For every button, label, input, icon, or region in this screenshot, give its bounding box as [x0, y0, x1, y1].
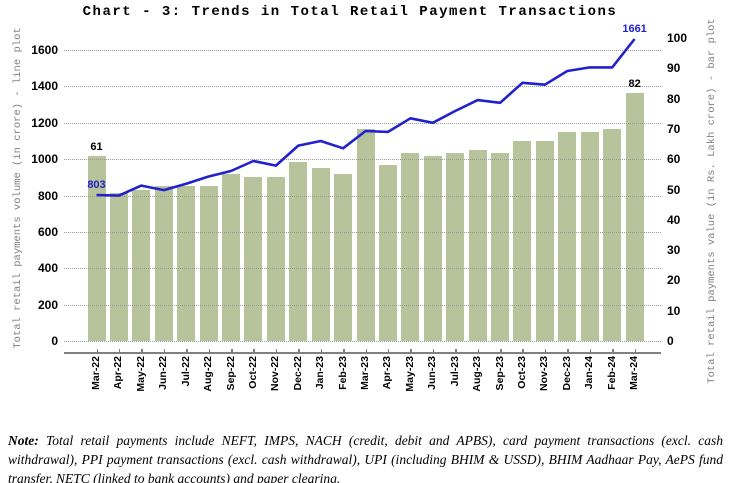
- x-axis-tick: [208, 349, 211, 354]
- left-axis-tick-label: 0: [51, 334, 58, 348]
- bar: [199, 186, 218, 341]
- left-axis-tick-label: 400: [37, 261, 58, 276]
- x-axis-tick: [186, 349, 188, 354]
- left-axis-tick-label: 1200: [31, 115, 58, 130]
- x-axis-tick: [410, 349, 412, 354]
- right-axis-tick-label: 10: [667, 303, 681, 318]
- bar: [244, 177, 263, 341]
- x-axis-tick: [141, 349, 143, 354]
- x-axis-tick: [231, 349, 233, 354]
- bar: [311, 168, 330, 341]
- left-axis-tick-label: 1000: [31, 152, 58, 167]
- x-axis-tick: [343, 349, 345, 354]
- x-axis-tick: [544, 349, 547, 354]
- x-axis-line: [64, 352, 661, 354]
- x-axis-tick: [118, 349, 121, 354]
- bar: [109, 192, 128, 341]
- left-axis-tick-label: 1400: [31, 79, 58, 94]
- bar: [446, 153, 465, 341]
- right-axis-tick-label: 80: [667, 91, 681, 106]
- bar: [401, 153, 420, 341]
- right-axis-tick-label: 20: [667, 273, 681, 288]
- bar: [87, 156, 106, 341]
- x-axis-tick: [589, 349, 592, 354]
- right-axis-tick-label: 60: [667, 152, 681, 167]
- left-axis-tick-label: 1600: [31, 43, 58, 58]
- gridline: [64, 86, 661, 88]
- x-axis-tick: [567, 349, 569, 354]
- gridline: [64, 341, 661, 342]
- bar: [222, 174, 241, 341]
- data-label: 82: [628, 77, 641, 90]
- gridline: [64, 195, 661, 197]
- data-label: 61: [90, 141, 103, 154]
- footnote: Note: Total retail payments include NEFT…: [8, 431, 723, 483]
- bar: [491, 153, 510, 341]
- bar: [177, 186, 196, 341]
- x-axis-tick: [96, 349, 98, 354]
- bar: [132, 189, 151, 341]
- gridline: [64, 122, 661, 124]
- gridline: [64, 304, 661, 306]
- right-axis-tick-label: 90: [667, 61, 681, 76]
- gridline: [64, 268, 661, 270]
- bar: [154, 186, 173, 341]
- bar: [603, 128, 622, 341]
- footnote-text: Total retail payments include NEFT, IMPS…: [8, 433, 723, 483]
- x-axis-tick: [634, 349, 637, 354]
- x-axis-tick: [365, 349, 368, 354]
- left-axis-tick-label: 600: [37, 224, 58, 239]
- footnote-label: Note:: [8, 433, 39, 448]
- bar: [289, 162, 308, 341]
- right-axis-tick-label: 70: [667, 121, 681, 136]
- right-axis-tick-label: 40: [667, 212, 681, 227]
- x-axis-tick: [298, 349, 300, 354]
- right-axis-tick-label: 30: [667, 243, 681, 258]
- x-axis-tick: [500, 349, 502, 354]
- x-axis-tick: [455, 349, 457, 354]
- chart-title: Chart - 3: Trends in Total Retail Paymen…: [82, 4, 618, 20]
- gridline: [64, 159, 661, 161]
- data-label: 803: [87, 178, 106, 191]
- x-axis-tick: [477, 349, 480, 354]
- bar: [580, 131, 599, 341]
- right-axis-tick-label: 50: [667, 182, 681, 197]
- gridline: [64, 50, 661, 52]
- x-axis-tick: [387, 349, 390, 354]
- gridline: [64, 231, 661, 233]
- bar: [378, 165, 397, 341]
- x-axis-tick: [612, 349, 614, 354]
- bar: [356, 128, 375, 341]
- bar: [513, 141, 532, 341]
- x-axis-tick: [275, 349, 278, 354]
- bar: [468, 150, 487, 341]
- bar: [625, 92, 644, 341]
- right-axis-tick-label: 100: [667, 31, 688, 45]
- x-axis-tick: [432, 349, 435, 354]
- x-axis-tick: [320, 349, 323, 354]
- x-axis-tick: [522, 349, 524, 354]
- bar: [423, 156, 442, 341]
- data-label: 1661: [622, 22, 647, 35]
- bar: [535, 141, 554, 341]
- x-axis-tick: [163, 349, 166, 354]
- bar: [558, 131, 577, 341]
- x-axis-tick: [253, 349, 255, 354]
- bar: [266, 177, 285, 341]
- bar: [334, 174, 353, 341]
- right-axis-tick-label: 0: [667, 334, 674, 348]
- left-axis-tick-label: 800: [37, 188, 58, 203]
- left-axis-tick-label: 200: [37, 297, 58, 312]
